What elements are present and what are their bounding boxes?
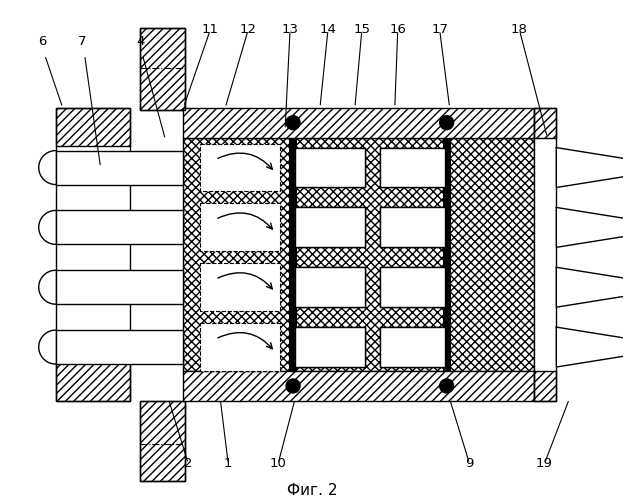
- Bar: [129, 138, 183, 147]
- Bar: [129, 367, 183, 371]
- Bar: [140, 28, 185, 110]
- Polygon shape: [557, 268, 624, 307]
- Bar: [61, 333, 179, 361]
- Bar: [200, 323, 280, 371]
- Text: 12: 12: [240, 24, 256, 36]
- Bar: [129, 208, 183, 248]
- Bar: [129, 188, 183, 208]
- Text: Фиг. 2: Фиг. 2: [287, 483, 337, 498]
- Bar: [56, 150, 183, 184]
- Circle shape: [286, 116, 300, 130]
- Bar: [200, 323, 280, 371]
- Bar: [534, 108, 557, 138]
- Bar: [61, 274, 179, 301]
- Text: 15: 15: [353, 24, 371, 36]
- Bar: [295, 148, 365, 188]
- Text: 6: 6: [39, 36, 47, 49]
- Bar: [56, 363, 130, 401]
- Bar: [140, 401, 185, 480]
- Text: 7: 7: [79, 36, 87, 49]
- Bar: [183, 108, 534, 138]
- Bar: [140, 28, 185, 110]
- Bar: [61, 333, 179, 361]
- Bar: [183, 138, 534, 371]
- Bar: [56, 330, 183, 364]
- Text: 4: 4: [136, 36, 145, 49]
- Text: 17: 17: [431, 24, 448, 36]
- Bar: [200, 264, 280, 311]
- Bar: [289, 138, 297, 371]
- Text: 19: 19: [536, 458, 553, 470]
- Text: 18: 18: [511, 24, 528, 36]
- Bar: [295, 148, 365, 188]
- Bar: [295, 268, 365, 307]
- Text: 11: 11: [202, 24, 219, 36]
- Bar: [295, 327, 365, 367]
- Bar: [295, 208, 365, 248]
- Bar: [200, 144, 280, 192]
- Bar: [129, 248, 183, 268]
- Bar: [61, 154, 179, 182]
- Bar: [56, 108, 130, 146]
- Bar: [295, 208, 365, 248]
- Polygon shape: [557, 208, 624, 248]
- Bar: [129, 307, 183, 327]
- Bar: [380, 268, 445, 307]
- Bar: [61, 154, 179, 182]
- Text: 1: 1: [224, 458, 233, 470]
- Text: 2: 2: [184, 458, 193, 470]
- Text: 16: 16: [389, 24, 406, 36]
- Text: 13: 13: [281, 24, 298, 36]
- Bar: [183, 371, 534, 401]
- Bar: [380, 208, 445, 248]
- Bar: [61, 214, 179, 242]
- Bar: [200, 264, 280, 311]
- Bar: [380, 208, 445, 248]
- Bar: [61, 214, 179, 242]
- Text: 14: 14: [319, 24, 336, 36]
- Bar: [380, 327, 445, 367]
- Bar: [380, 148, 445, 188]
- Bar: [534, 371, 557, 401]
- Bar: [295, 268, 365, 307]
- Bar: [56, 210, 183, 244]
- Bar: [200, 204, 280, 252]
- Bar: [129, 327, 183, 367]
- Bar: [380, 327, 445, 367]
- Circle shape: [440, 379, 454, 393]
- Bar: [61, 274, 179, 301]
- Bar: [442, 138, 451, 371]
- Bar: [140, 401, 185, 480]
- Bar: [380, 268, 445, 307]
- Bar: [56, 270, 183, 304]
- Polygon shape: [557, 327, 624, 367]
- Bar: [129, 148, 183, 188]
- Bar: [200, 204, 280, 252]
- Circle shape: [440, 116, 454, 130]
- Bar: [129, 268, 183, 307]
- Bar: [295, 327, 365, 367]
- Bar: [200, 144, 280, 192]
- Text: 10: 10: [270, 458, 286, 470]
- Text: 9: 9: [466, 458, 474, 470]
- Bar: [380, 148, 445, 188]
- Bar: [534, 108, 557, 401]
- Polygon shape: [557, 148, 624, 188]
- Circle shape: [286, 379, 300, 393]
- Bar: [56, 108, 130, 401]
